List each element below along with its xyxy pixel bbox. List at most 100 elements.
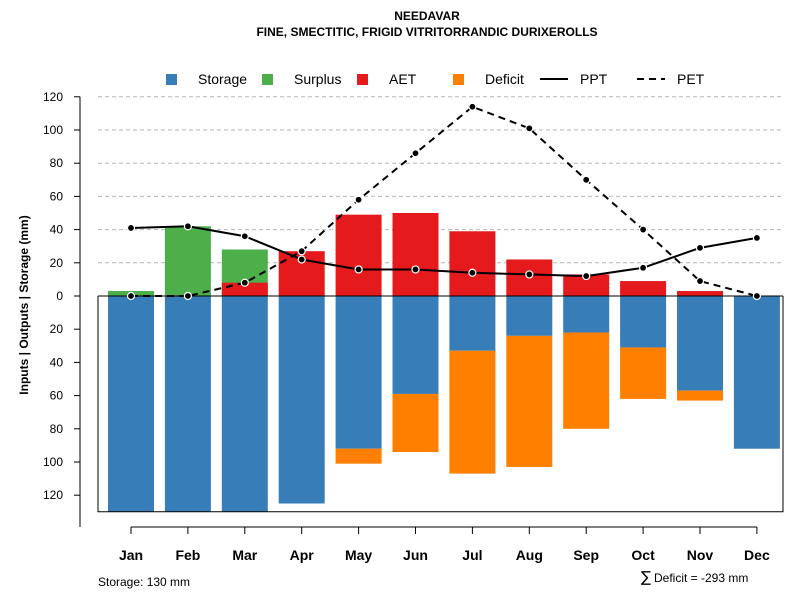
ppt-point <box>183 222 192 231</box>
legend-swatch-aet <box>357 74 368 85</box>
legend: Storage Surplus AET Deficit PPT PET <box>166 71 705 87</box>
ppt-point <box>354 265 363 274</box>
y-tick-label: 120 <box>43 90 63 104</box>
y-tick-label: 100 <box>43 123 63 137</box>
pet-point <box>354 195 363 204</box>
storage-bar <box>677 296 723 391</box>
storage-bar <box>733 296 780 449</box>
deficit-annotation: Deficit = -293 mm <box>654 571 748 585</box>
storage-bar <box>164 296 211 512</box>
deficit-bar <box>392 393 439 453</box>
legend-label-storage: Storage <box>198 71 247 87</box>
y-tick-label: 100 <box>43 455 63 469</box>
y-tick-label: 40 <box>50 355 64 369</box>
x-tick-label: Jul <box>462 547 482 563</box>
pet-point <box>582 175 591 184</box>
y-tick-label: 60 <box>50 389 64 403</box>
series-lines <box>126 102 762 301</box>
y-tick-label: 80 <box>50 156 64 170</box>
x-tick-label: Nov <box>687 547 714 563</box>
legend-label-aet: AET <box>389 71 417 87</box>
surplus-bar <box>164 226 211 296</box>
storage-bar <box>221 296 268 512</box>
x-tick-label: Mar <box>232 547 257 563</box>
storage-bar <box>506 296 553 336</box>
deficit-bar <box>677 390 723 401</box>
ppt-point <box>752 233 762 242</box>
legend-label-surplus: Surplus <box>294 71 341 87</box>
deficit-bar <box>506 335 553 467</box>
x-tick-label: Jan <box>119 547 143 563</box>
legend-label-deficit: Deficit <box>485 71 524 87</box>
x-tick-label: May <box>345 547 372 563</box>
aet-bar <box>563 274 610 296</box>
legend-label-pet: PET <box>677 71 705 87</box>
y-tick-label: 40 <box>50 223 64 237</box>
pet-line <box>131 105 758 297</box>
pet-point <box>638 225 648 234</box>
pet-point <box>468 102 477 111</box>
aet-bar <box>620 281 667 296</box>
ppt-line <box>130 225 758 278</box>
legend-swatch-surplus <box>262 74 273 85</box>
sum-symbol: ∑ <box>641 568 651 586</box>
ppt-point <box>468 268 477 277</box>
plot-frame <box>97 295 784 513</box>
x-tick-label: Dec <box>744 547 770 563</box>
deficit-bar <box>335 448 382 464</box>
aet-bar <box>449 231 496 296</box>
pet-point <box>411 149 420 158</box>
aet-bar <box>677 291 723 296</box>
deficit-bar <box>449 350 496 474</box>
storage-bar <box>392 296 439 394</box>
x-tick-label: Oct <box>631 547 655 563</box>
ppt-point <box>297 255 306 264</box>
pet-point <box>525 124 534 133</box>
x-axis: Jan Feb Mar Apr May Jun Jul Aug Sep Oct Nov Dec <box>119 526 770 563</box>
y-tick-label: 120 <box>43 488 63 502</box>
ppt-point <box>126 223 136 233</box>
x-tick-label: Aug <box>516 547 543 563</box>
aet-bar <box>221 282 268 296</box>
pet-point <box>297 247 306 256</box>
plot-box <box>97 296 784 513</box>
ppt-point <box>582 271 591 281</box>
y-tick-label: 80 <box>50 422 64 436</box>
pet-point <box>240 278 249 287</box>
ppt-point <box>695 243 705 252</box>
chart-title: NEEDAVAR <box>394 9 460 23</box>
y-tick-label: 60 <box>50 189 64 203</box>
pet-point <box>695 276 705 286</box>
aet-bar <box>335 214 382 296</box>
ppt-point <box>240 232 249 241</box>
x-tick-label: Apr <box>290 547 315 563</box>
pet-point <box>126 291 136 301</box>
x-tick-label: Sep <box>573 547 599 563</box>
legend-swatch-storage <box>166 74 177 85</box>
storage-bar <box>620 296 667 348</box>
bars <box>108 213 780 512</box>
legend-label-ppt: PPT <box>580 71 608 87</box>
y-axis: 120 100 80 60 40 20 0 20 40 60 80 100 120 <box>43 90 81 527</box>
y-tick-label: 20 <box>50 322 64 336</box>
storage-bar <box>563 296 610 333</box>
pet-point <box>752 291 762 301</box>
deficit-bar <box>620 347 667 399</box>
y-tick-label: 0 <box>56 289 63 303</box>
ppt-point <box>638 263 648 272</box>
ppt-point <box>411 265 420 274</box>
x-tick-label: Feb <box>175 547 200 563</box>
ppt-point <box>525 270 534 279</box>
y-axis-title: Inputs | Outputs | Storage (mm) <box>17 215 31 394</box>
storage-bar <box>335 296 382 449</box>
storage-annotation: Storage: 130 mm <box>98 575 190 589</box>
storage-bar <box>449 296 496 351</box>
pet-point <box>183 291 192 301</box>
deficit-bar <box>563 332 610 429</box>
y-tick-label: 20 <box>50 256 64 270</box>
storage-bar <box>108 296 154 512</box>
aet-bar <box>392 213 439 296</box>
legend-swatch-deficit <box>453 74 464 85</box>
chart-subtitle: FINE, SMECTITIC, FRIGID VITRITORRANDIC D… <box>256 25 597 39</box>
